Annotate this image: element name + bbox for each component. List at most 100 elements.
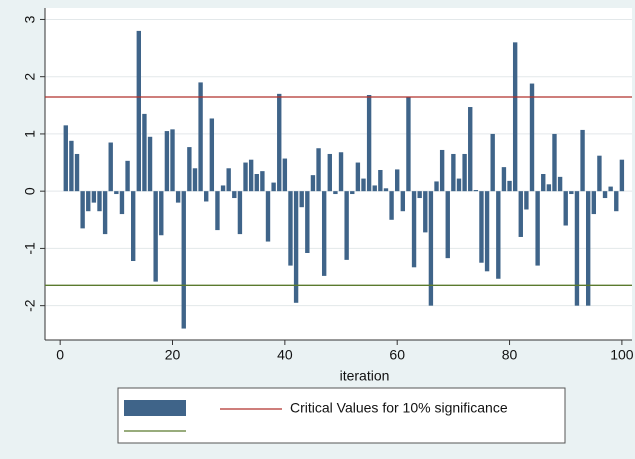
bar bbox=[142, 113, 147, 192]
bar bbox=[63, 125, 68, 192]
bar bbox=[181, 191, 186, 329]
bar bbox=[321, 191, 327, 276]
bar bbox=[350, 191, 355, 195]
y-tick-label: 0 bbox=[22, 187, 38, 195]
bar bbox=[580, 129, 585, 192]
bar bbox=[226, 168, 231, 192]
bar bbox=[327, 153, 332, 192]
bar bbox=[333, 191, 338, 195]
x-tick-label: 60 bbox=[389, 347, 405, 363]
bar bbox=[164, 131, 170, 192]
bar bbox=[608, 186, 613, 192]
bar bbox=[372, 185, 377, 192]
x-tick-label: 40 bbox=[277, 347, 293, 363]
bar bbox=[248, 159, 254, 192]
bar bbox=[423, 191, 428, 233]
bar bbox=[69, 140, 74, 192]
bar bbox=[288, 191, 293, 266]
bar bbox=[102, 191, 108, 235]
bar bbox=[254, 174, 259, 192]
bar bbox=[378, 169, 383, 192]
bar bbox=[232, 191, 237, 199]
bar bbox=[529, 83, 535, 192]
bar bbox=[496, 191, 501, 279]
x-tick-label: 0 bbox=[56, 347, 64, 363]
bar bbox=[619, 159, 625, 192]
bar bbox=[456, 178, 462, 192]
bar bbox=[535, 191, 540, 266]
bar bbox=[524, 191, 529, 210]
bar bbox=[484, 191, 490, 272]
bar bbox=[406, 96, 411, 192]
bar bbox=[569, 191, 574, 195]
bar bbox=[136, 30, 141, 192]
bar bbox=[209, 118, 215, 192]
bar bbox=[86, 191, 91, 212]
bar bbox=[366, 95, 372, 192]
x-axis-title: iteration bbox=[340, 368, 390, 384]
bar bbox=[316, 148, 321, 192]
bar bbox=[361, 178, 366, 192]
bar bbox=[574, 191, 580, 306]
bar bbox=[125, 160, 130, 192]
x-tick-label: 20 bbox=[165, 347, 181, 363]
y-tick-label: 3 bbox=[22, 15, 38, 23]
bar bbox=[411, 191, 417, 268]
bar bbox=[114, 191, 119, 195]
bar bbox=[237, 191, 243, 235]
y-tick-label: 1 bbox=[22, 130, 38, 138]
bar bbox=[400, 191, 406, 212]
bar bbox=[74, 153, 80, 192]
x-tick-label: 100 bbox=[610, 347, 634, 363]
bar bbox=[271, 182, 276, 192]
bar bbox=[541, 174, 546, 192]
bar bbox=[198, 82, 203, 192]
bar bbox=[557, 176, 563, 192]
bar bbox=[585, 191, 591, 306]
bar bbox=[293, 191, 299, 303]
bar bbox=[428, 191, 434, 306]
bar bbox=[243, 162, 248, 192]
bar bbox=[563, 191, 568, 226]
bar bbox=[153, 191, 158, 282]
bar bbox=[310, 175, 316, 192]
bar bbox=[462, 153, 467, 192]
x-tick-label: 80 bbox=[502, 347, 518, 363]
y-tick-label: -1 bbox=[22, 242, 38, 255]
bar bbox=[147, 136, 153, 192]
bar bbox=[512, 42, 518, 192]
bar bbox=[389, 191, 394, 220]
legend-label: Critical Values for 10% significance bbox=[290, 400, 508, 416]
bar bbox=[614, 191, 619, 212]
bar bbox=[260, 171, 265, 192]
bar bbox=[468, 107, 473, 192]
bar bbox=[175, 191, 181, 203]
y-tick-label: 2 bbox=[22, 73, 38, 81]
bar bbox=[108, 142, 113, 192]
bar bbox=[597, 155, 602, 192]
bar bbox=[187, 147, 192, 192]
bar bbox=[490, 133, 495, 192]
bar bbox=[417, 191, 422, 199]
bar bbox=[451, 153, 456, 192]
bar bbox=[220, 185, 226, 192]
bar bbox=[546, 184, 552, 192]
bar bbox=[192, 168, 198, 192]
bar bbox=[97, 191, 102, 212]
bar bbox=[602, 191, 608, 199]
bar bbox=[170, 129, 175, 192]
bar bbox=[282, 158, 288, 192]
bar bbox=[265, 191, 271, 242]
bar bbox=[204, 191, 209, 202]
bar bbox=[395, 169, 400, 192]
bar bbox=[518, 191, 523, 237]
legend-swatch bbox=[124, 400, 186, 416]
bar bbox=[383, 188, 389, 192]
bar bbox=[338, 152, 344, 192]
bar bbox=[344, 191, 349, 260]
bar bbox=[445, 191, 450, 259]
bar bbox=[439, 149, 445, 192]
bar bbox=[591, 191, 596, 215]
bar bbox=[434, 181, 439, 192]
